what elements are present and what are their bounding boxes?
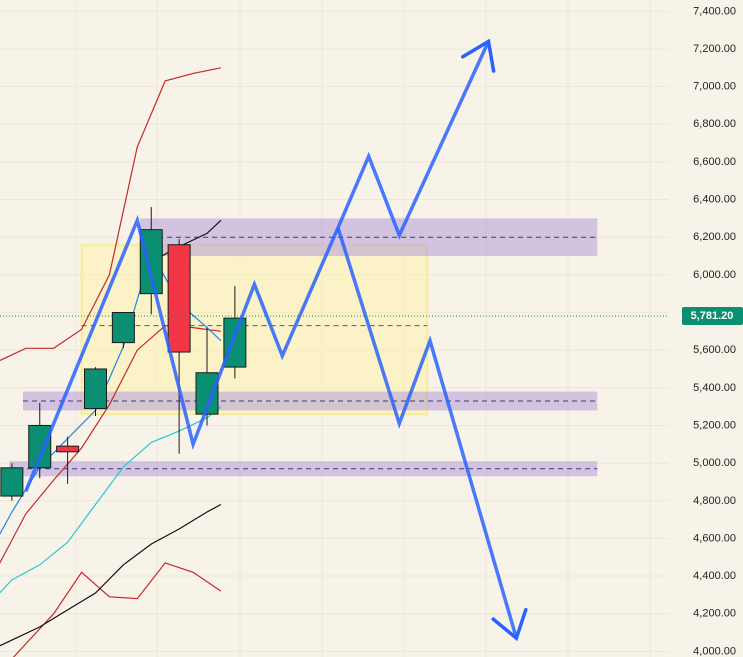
y-tick-label: 7,400.00	[693, 5, 736, 17]
trend-ma	[0, 503, 222, 647]
candle-layer	[0, 207, 247, 501]
axis-background	[669, 0, 743, 657]
y-tick-label: 6,800.00	[693, 118, 736, 130]
candle	[28, 402, 52, 479]
y-tick-label: 4,600.00	[693, 532, 736, 544]
candle	[223, 286, 247, 379]
zone-layer	[9, 218, 598, 477]
bull-channel	[151, 219, 222, 263]
y-tick-label: 4,000.00	[693, 645, 736, 657]
candle-body	[0, 467, 24, 497]
y-tick-label: 6,200.00	[693, 231, 736, 243]
y-tick-label: 7,200.00	[693, 43, 736, 55]
candle	[84, 367, 107, 417]
support-zone	[23, 391, 598, 411]
current-price-label: 5,781.20	[691, 310, 734, 322]
current-price-tag: 5,781.20	[682, 307, 743, 326]
y-tick-label: 7,000.00	[693, 81, 736, 93]
candle-body	[167, 244, 191, 353]
candle-body	[195, 372, 219, 415]
y-tick-label: 5,600.00	[693, 344, 736, 356]
candle-body	[28, 424, 52, 469]
y-tick-label: 4,400.00	[693, 570, 736, 582]
signal-ma	[0, 406, 222, 594]
candle-body	[223, 317, 247, 368]
y-tick-label: 5,000.00	[693, 457, 736, 469]
y-tick-label: 4,800.00	[693, 495, 736, 507]
candle	[139, 207, 163, 315]
candle-body	[139, 229, 163, 295]
bearish-path	[336, 227, 519, 639]
lower-support-zone	[9, 461, 598, 477]
candle-body	[111, 311, 135, 344]
upper-band	[0, 67, 222, 362]
candle	[56, 436, 80, 484]
scenario-layer	[24, 38, 528, 642]
bearish-path-arrowhead	[491, 607, 528, 642]
bullish-path	[24, 40, 491, 492]
candle-body	[84, 368, 107, 410]
candle	[167, 239, 191, 454]
lower-band	[12, 562, 222, 657]
price-tag-background	[682, 307, 743, 326]
y-tick-label: 5,400.00	[693, 382, 736, 394]
bullish-path-arrowhead	[461, 38, 496, 73]
y-tick-label: 4,200.00	[693, 608, 736, 620]
y-tick-label: 6,600.00	[693, 156, 736, 168]
y-tick-label: 6,400.00	[693, 194, 736, 206]
candle	[0, 463, 24, 501]
candle-body	[56, 445, 80, 453]
y-tick-label: 5,200.00	[693, 419, 736, 431]
y-tick-label: 6,000.00	[693, 269, 736, 281]
candle	[111, 311, 135, 349]
